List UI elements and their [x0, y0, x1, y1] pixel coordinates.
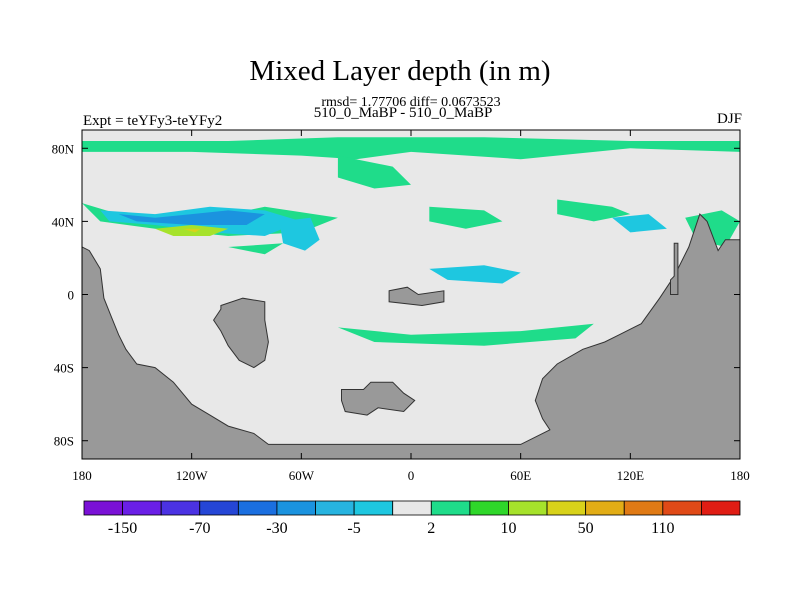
chart-stats: rmsd= 1.77706 diff= 0.0673523	[321, 95, 501, 110]
colorbar-box-3	[199, 500, 239, 516]
anomaly-patch-1	[337, 155, 411, 189]
colorbar-box-14	[623, 500, 664, 516]
anomaly-patch-10	[429, 265, 521, 284]
colorbar-label-0: -150	[108, 520, 137, 537]
anomaly-patch-3	[429, 206, 503, 229]
y-tick-label-4: 80S	[54, 434, 74, 449]
x-tick-label-6: 180	[730, 468, 750, 483]
x-tick-label-2: 60W	[289, 468, 315, 483]
anomaly-patch-12	[118, 210, 265, 225]
land-pacific-northeast-bar	[670, 242, 679, 295]
colorbar-box-8	[392, 500, 432, 516]
colorbar-box-2	[160, 500, 201, 516]
experiment-label: Expt = teYFy3-teYFy2	[83, 113, 223, 129]
colorbar-box-1	[122, 500, 162, 516]
colorbar-box-6	[315, 500, 355, 516]
colorbar-box-5	[276, 500, 316, 516]
colorbar-box-12	[546, 500, 587, 516]
land-south-atlantic-island	[341, 381, 416, 416]
anomaly-patch-5	[337, 323, 594, 346]
x-tick-label-5: 120E	[617, 468, 645, 483]
colorbar-label-7: 110	[651, 520, 674, 537]
colorbar-box-13	[585, 500, 625, 516]
anomaly-patch-0	[82, 137, 740, 160]
land-south-america-like-block	[212, 297, 269, 369]
x-tick-label-3: 0	[408, 468, 415, 483]
anomaly-patch-11	[612, 214, 667, 233]
y-tick-label-0: 80N	[52, 141, 75, 156]
y-tick-label-3: 40S	[54, 361, 74, 376]
colorbar-box-16	[701, 500, 741, 516]
chart-subtitle: 510_0_MaBP - 510_0_MaBP	[313, 105, 493, 121]
colorbar-box-10	[469, 500, 509, 516]
colorbar-label-2: -30	[266, 520, 287, 537]
x-tick-label-0: 180	[72, 468, 92, 483]
colorbar-box-4	[237, 500, 278, 516]
colorbar-box-15	[662, 500, 702, 516]
colorbar-label-1: -70	[189, 520, 210, 537]
anomaly-patch-4	[557, 199, 631, 222]
chart-title: Mixed Layer depth (in m)	[249, 55, 551, 87]
map-layers	[82, 137, 740, 459]
land-west-continent	[82, 213, 740, 459]
y-tick-label-1: 40N	[52, 214, 75, 229]
land-equatorial-island	[388, 286, 445, 307]
season-label: DJF	[716, 111, 742, 127]
colorbar-box-0	[83, 500, 123, 516]
anomaly-patch-9	[279, 217, 320, 251]
colorbar-label-5: 10	[501, 520, 517, 537]
colorbar-label-6: 50	[578, 520, 594, 537]
colorbar-box-7	[353, 500, 394, 516]
anomaly-patch-14	[182, 228, 201, 233]
x-tick-label-4: 60E	[510, 468, 531, 483]
colorbar-label-4: 2	[427, 520, 435, 537]
y-tick-label-2: 0	[68, 288, 75, 303]
colorbar-label-3: -5	[347, 520, 360, 537]
x-tick-label-1: 120W	[176, 468, 209, 483]
colorbar-box-9	[430, 500, 471, 516]
colorbar-box-11	[508, 500, 548, 516]
anomaly-patch-6	[228, 243, 284, 255]
